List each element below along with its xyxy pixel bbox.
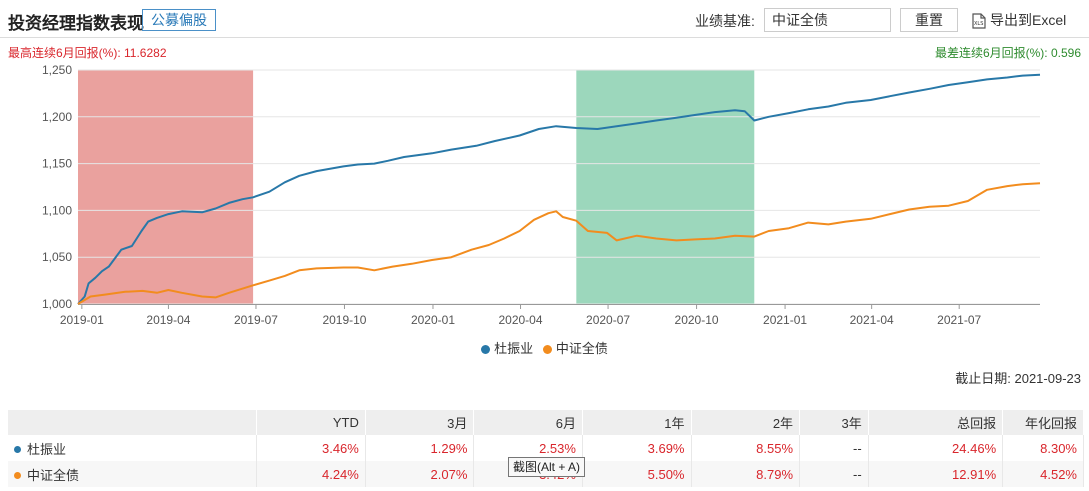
col-header-3m: 3月	[365, 410, 475, 435]
export-excel-button[interactable]: XLS 导出到Excel	[972, 9, 1066, 31]
cell: 12.91%	[868, 461, 1004, 487]
returns-table: YTD 3月 6月 1年 2年 3年 总回报 年化回报 杜振业 3.46% 1.…	[8, 410, 1084, 487]
col-header-annual: 年化回报	[1002, 410, 1084, 435]
x-tick-label: 2020-04	[498, 313, 542, 327]
x-tick-label: 2021-01	[763, 313, 807, 327]
x-tick-label: 2019-10	[322, 313, 366, 327]
table-header-row: YTD 3月 6月 1年 2年 3年 总回报 年化回报	[8, 410, 1084, 435]
series-dot	[14, 445, 21, 453]
x-tick-label: 2021-07	[937, 313, 981, 327]
benchmark-select[interactable]: 中证全债	[764, 8, 891, 32]
cell: 3.46%	[256, 435, 366, 461]
cell: 1.29%	[365, 435, 475, 461]
col-header-2y: 2年	[691, 410, 801, 435]
x-tick-label: 2020-07	[586, 313, 630, 327]
col-header-6m: 6月	[473, 410, 583, 435]
y-tick-label: 1,250	[42, 63, 72, 77]
chart-legend: 杜振业 中证全债	[0, 338, 1089, 357]
performance-line-chart: 1,000 1,050 1,100 1,150 1,200 1,250 2019-01 201…	[42, 63, 1041, 327]
cell: 8.30%	[1002, 435, 1084, 461]
x-tick-label: 2021-04	[850, 313, 894, 327]
y-tick-label: 1,200	[42, 110, 72, 124]
y-tick-label: 1,150	[42, 157, 72, 171]
cell: 24.46%	[868, 435, 1004, 461]
row-name: 中证全债	[8, 461, 258, 487]
cell: 4.52%	[1002, 461, 1084, 487]
row-name: 杜振业	[8, 435, 258, 461]
screenshot-tooltip: 截图(Alt + A)	[508, 457, 586, 477]
legend-label: 中证全债	[555, 341, 608, 356]
col-header-3y: 3年	[799, 410, 869, 435]
manager-series-line	[77, 73, 1041, 305]
cell: 5.50%	[582, 461, 692, 487]
best-6m-return: 最高连续6月回报(%): 11.6282	[8, 46, 167, 60]
header: 投资经理指数表现 公募偏股 业绩基准: 中证全债 重置 XLS 导出到Excel	[0, 0, 1089, 40]
cell: 2.07%	[365, 461, 475, 487]
cell: 3.69%	[582, 435, 692, 461]
y-tick-label: 1,100	[42, 203, 72, 217]
cell: 2.53%	[473, 435, 583, 461]
category-tag[interactable]: 公募偏股	[142, 9, 216, 31]
legend-dot	[481, 345, 491, 354]
page-title: 投资经理指数表现	[8, 14, 144, 33]
legend-item-benchmark[interactable]: 中证全债	[542, 338, 608, 357]
legend-dot	[542, 345, 552, 354]
col-header-ytd: YTD	[256, 410, 366, 435]
benchmark-series-line	[77, 182, 1041, 305]
reset-button[interactable]: 重置	[900, 8, 958, 32]
worst-period-band	[576, 70, 755, 304]
x-tick-label: 2020-10	[675, 313, 719, 327]
as-of-date: 截止日期: 2021-09-23	[955, 371, 1081, 386]
y-tick-label: 1,050	[42, 250, 72, 264]
xls-file-icon: XLS	[972, 13, 986, 29]
x-tick-label: 2019-04	[146, 313, 190, 327]
benchmark-label: 业绩基准:	[695, 13, 755, 29]
cell: --	[799, 435, 869, 461]
cell: 4.24%	[256, 461, 366, 487]
cell: 8.79%	[691, 461, 801, 487]
series-dot	[14, 471, 21, 479]
legend-label: 杜振业	[494, 341, 534, 356]
best-period-band	[78, 70, 254, 304]
cell: 8.55%	[691, 435, 801, 461]
legend-item-manager[interactable]: 杜振业	[481, 338, 533, 357]
cell: --	[799, 461, 869, 487]
col-header-total: 总回报	[868, 410, 1004, 435]
col-header-1y: 1年	[582, 410, 692, 435]
col-header-name	[8, 410, 258, 435]
export-label: 导出到Excel	[990, 12, 1067, 28]
x-tick-label: 2019-01	[60, 313, 104, 327]
worst-6m-return: 最差连续6月回报(%): 0.596	[934, 46, 1081, 60]
x-tick-label: 2019-07	[234, 313, 278, 327]
svg-text:XLS: XLS	[974, 21, 983, 27]
table-row: 杜振业 3.46% 1.29% 2.53% 3.69% 8.55% -- 24.…	[8, 435, 1084, 461]
header-divider	[0, 37, 1089, 38]
x-tick-label: 2020-01	[411, 313, 455, 327]
y-tick-label: 1,000	[42, 297, 72, 311]
